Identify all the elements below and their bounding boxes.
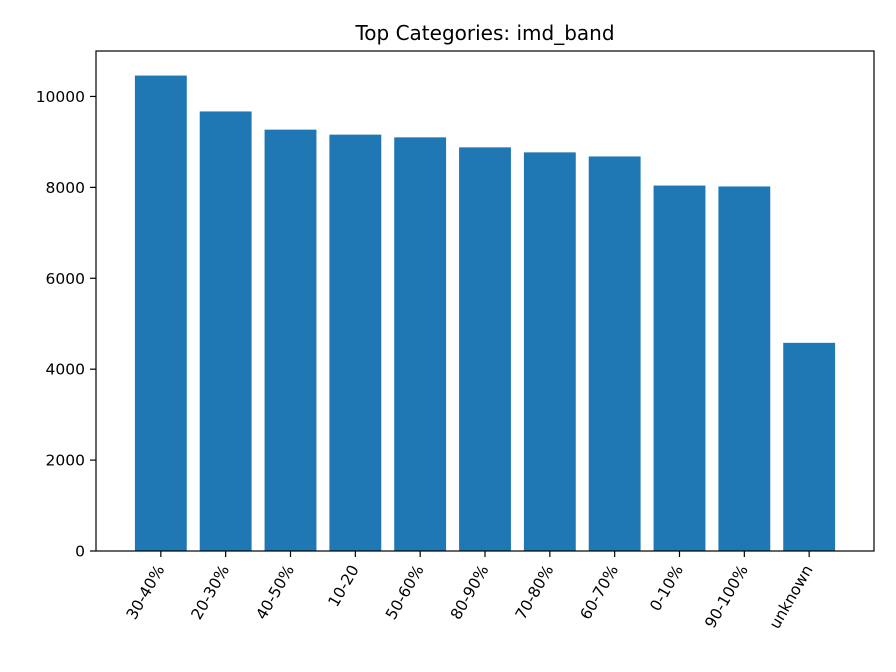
bar-90-100% <box>718 186 771 551</box>
bar-60-70% <box>588 156 641 551</box>
y-tick-label: 4000 <box>46 361 85 379</box>
x-tick-label: 50-60% <box>382 562 427 623</box>
x-tick-label: 20-30% <box>188 562 233 623</box>
bar-80-90% <box>459 147 511 552</box>
y-tick-label: 2000 <box>46 452 85 470</box>
y-tick-label: 8000 <box>46 179 85 197</box>
x-tick-label: 70-80% <box>512 562 557 623</box>
bar-10-20 <box>329 134 382 551</box>
x-tick-label: 80-90% <box>447 562 492 623</box>
bar-70-80% <box>523 152 576 552</box>
x-tick-label: 40-50% <box>252 562 297 623</box>
bar-20-30% <box>199 111 252 551</box>
x-tick-label: 30-40% <box>123 562 168 623</box>
bars-group <box>134 75 836 552</box>
y-tick-label: 10000 <box>36 88 85 106</box>
bar-50-60% <box>394 137 447 552</box>
x-tick-label: 90-100% <box>701 562 751 631</box>
y-axis: 0 2000 4000 6000 8000 10000 <box>36 88 96 561</box>
bar-30-40% <box>134 75 187 552</box>
bar-unknown <box>783 342 836 551</box>
x-tick-label: 0-10% <box>646 562 687 614</box>
x-tick-label: 60-70% <box>577 562 622 623</box>
plot-frame <box>95 50 875 552</box>
x-tick-label: 10-20 <box>325 562 363 610</box>
chart-title: Top Categories: imd_band <box>354 21 614 45</box>
y-tick-label: 0 <box>75 543 85 561</box>
x-axis: 30-40% 20-30% 40-50% 10-20 50-60% 80-90% 70-80… <box>123 551 817 632</box>
bar-40-50% <box>264 129 317 551</box>
x-tick-label: unknown <box>766 562 817 632</box>
y-tick-label: 6000 <box>46 270 85 288</box>
bar-0-10% <box>653 185 706 552</box>
